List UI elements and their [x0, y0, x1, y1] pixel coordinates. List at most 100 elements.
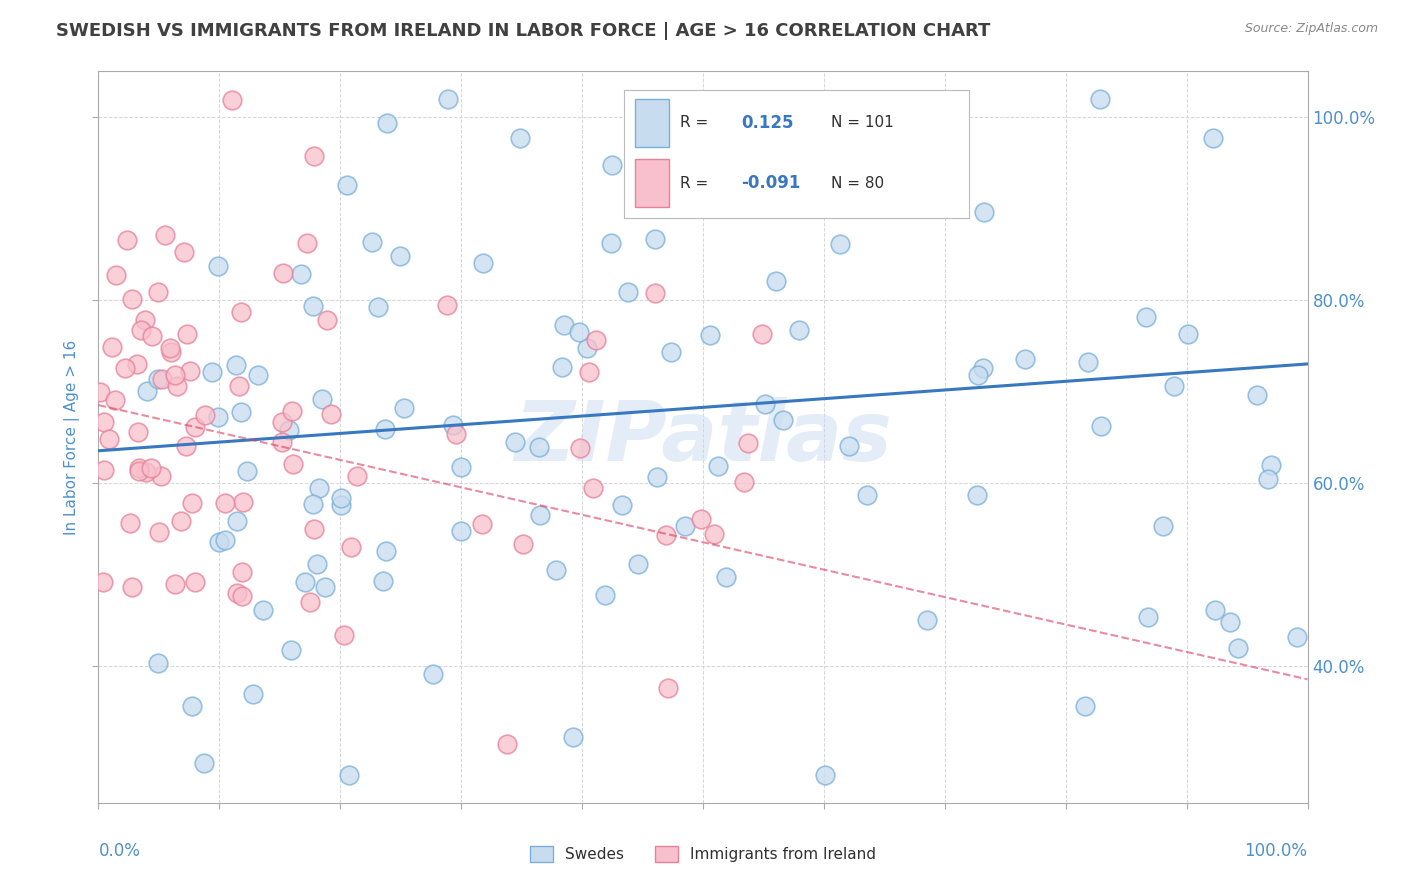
- Point: [699, 327, 721, 342]
- Point: [1090, 418, 1112, 433]
- Point: [585, 334, 607, 348]
- Point: [1260, 458, 1282, 472]
- Point: [690, 512, 713, 526]
- Point: [308, 481, 330, 495]
- Point: [436, 298, 458, 312]
- Point: [179, 364, 201, 378]
- Point: [388, 249, 411, 263]
- Point: [374, 421, 396, 435]
- Point: [148, 372, 170, 386]
- Point: [176, 326, 198, 341]
- Point: [228, 379, 250, 393]
- Point: [173, 244, 195, 259]
- Point: [100, 340, 122, 354]
- Point: [527, 441, 550, 455]
- Point: [229, 305, 252, 319]
- Point: [503, 434, 526, 449]
- Legend: Swedes, Immigrants from Ireland: Swedes, Immigrants from Ireland: [524, 840, 882, 868]
- Point: [1202, 130, 1225, 145]
- Point: [295, 235, 318, 250]
- Point: [135, 465, 157, 479]
- Point: [231, 565, 253, 579]
- Point: [302, 497, 325, 511]
- Point: [165, 368, 187, 383]
- Point: [346, 469, 368, 483]
- Point: [1204, 603, 1226, 617]
- Point: [561, 730, 583, 744]
- Point: [89, 384, 111, 399]
- Point: [1246, 388, 1268, 402]
- Point: [512, 537, 534, 551]
- Point: [91, 575, 114, 590]
- Point: [207, 409, 229, 424]
- Point: [675, 143, 697, 157]
- Point: [1227, 641, 1250, 656]
- Point: [569, 441, 592, 455]
- Point: [659, 344, 682, 359]
- Point: [298, 595, 321, 609]
- Point: [1136, 610, 1159, 624]
- Point: [472, 256, 495, 270]
- Point: [1074, 698, 1097, 713]
- Point: [229, 405, 252, 419]
- Point: [1177, 326, 1199, 341]
- Text: 100.0%: 100.0%: [1244, 842, 1308, 860]
- Point: [242, 687, 264, 701]
- Point: [1088, 92, 1111, 106]
- Point: [149, 468, 172, 483]
- Point: [441, 417, 464, 432]
- Point: [232, 495, 254, 509]
- Point: [1219, 615, 1241, 630]
- Point: [612, 498, 634, 512]
- Point: [332, 628, 354, 642]
- Point: [225, 358, 247, 372]
- Point: [105, 268, 128, 282]
- Point: [1257, 472, 1279, 486]
- Point: [150, 372, 173, 386]
- Point: [568, 326, 591, 340]
- Point: [214, 496, 236, 510]
- Point: [471, 516, 494, 531]
- Point: [221, 93, 243, 107]
- Point: [371, 574, 394, 589]
- Point: [290, 267, 312, 281]
- Point: [121, 292, 143, 306]
- Point: [193, 756, 215, 770]
- Point: [146, 285, 169, 299]
- Point: [751, 327, 773, 342]
- Point: [706, 458, 728, 473]
- Point: [329, 498, 352, 512]
- Point: [1135, 310, 1157, 324]
- Point: [302, 522, 325, 536]
- Point: [1077, 355, 1099, 369]
- Point: [165, 577, 187, 591]
- Point: [294, 574, 316, 589]
- Point: [207, 259, 229, 273]
- Point: [194, 408, 217, 422]
- Point: [828, 236, 851, 251]
- Point: [170, 515, 193, 529]
- Point: [789, 323, 811, 337]
- Point: [180, 699, 202, 714]
- Point: [316, 312, 339, 326]
- Point: [153, 228, 176, 243]
- Point: [437, 92, 460, 106]
- Point: [134, 313, 156, 327]
- Point: [93, 415, 115, 429]
- Point: [1152, 519, 1174, 533]
- Point: [302, 148, 325, 162]
- Point: [340, 540, 363, 554]
- Text: Source: ZipAtlas.com: Source: ZipAtlas.com: [1244, 22, 1378, 36]
- Point: [733, 475, 755, 489]
- Point: [139, 460, 162, 475]
- Point: [128, 461, 150, 475]
- Point: [972, 361, 994, 376]
- Point: [553, 318, 575, 333]
- Point: [141, 329, 163, 343]
- Point: [645, 470, 668, 484]
- Point: [226, 585, 249, 599]
- Point: [973, 205, 995, 219]
- Point: [1163, 378, 1185, 392]
- Point: [148, 525, 170, 540]
- Point: [305, 558, 328, 572]
